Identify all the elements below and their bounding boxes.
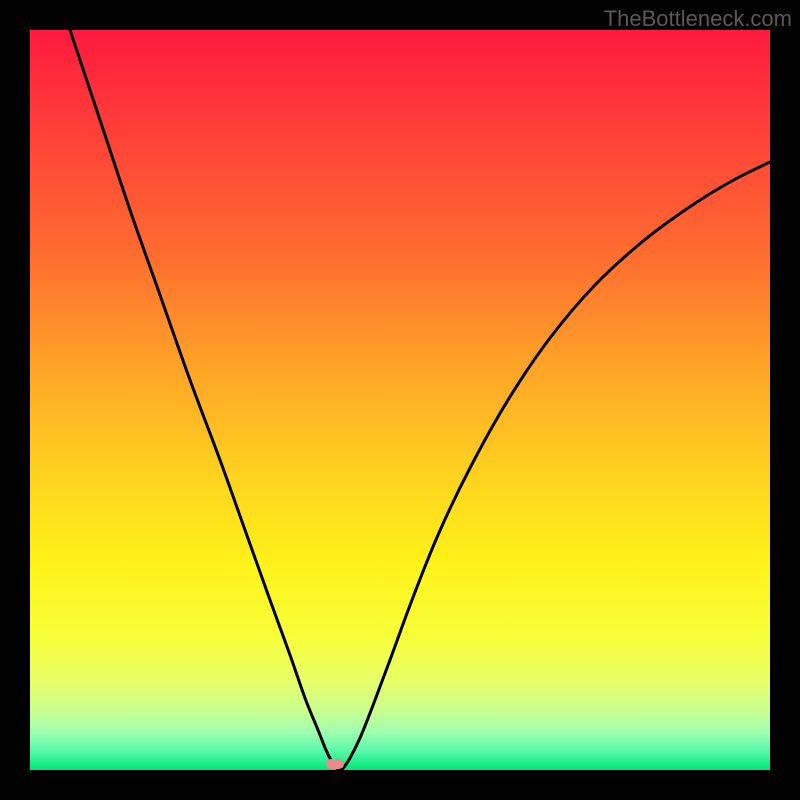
chart-frame: TheBottleneck.com: [0, 0, 800, 800]
optimal-point-marker: [326, 759, 344, 769]
bottleneck-curve: [30, 30, 770, 770]
watermark-text: TheBottleneck.com: [604, 6, 792, 32]
plot-area: [30, 30, 770, 770]
